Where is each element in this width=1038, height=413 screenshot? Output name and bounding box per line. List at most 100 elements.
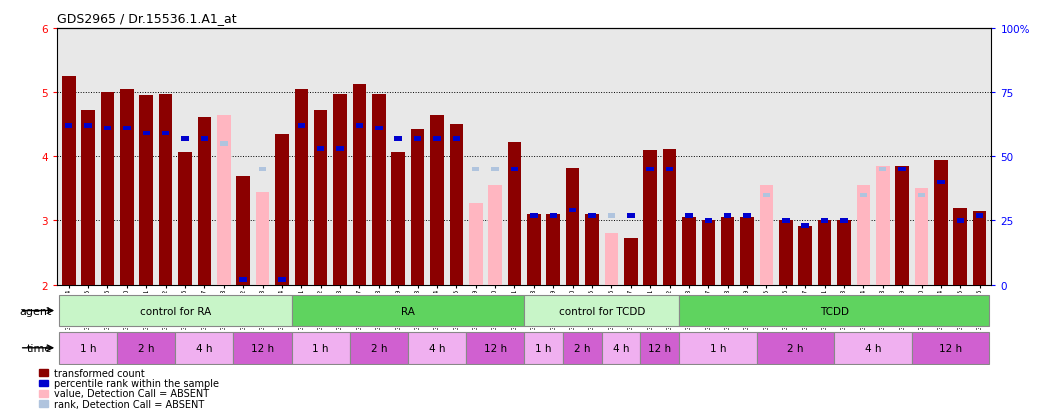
Bar (876, 166, 890, 285)
Text: 1 h: 1 h (710, 343, 727, 353)
Bar (624, 239, 637, 285)
Text: 4 h: 4 h (612, 343, 629, 353)
Bar (197, 117, 211, 285)
Bar (65, 124, 73, 128)
Bar (585, 215, 599, 285)
Bar (298, 124, 305, 128)
Bar (258, 168, 267, 172)
Text: 4 h: 4 h (865, 343, 881, 353)
Text: 1 h: 1 h (536, 343, 552, 353)
Bar (702, 221, 715, 285)
Bar (453, 137, 460, 141)
Bar (602, 332, 640, 364)
Bar (818, 221, 831, 285)
Bar (255, 192, 269, 285)
Text: 1 h: 1 h (80, 343, 97, 353)
Bar (663, 149, 677, 285)
Bar (142, 132, 149, 136)
Bar (721, 218, 735, 285)
Bar (292, 295, 524, 327)
Bar (835, 332, 911, 364)
Text: 12 h: 12 h (939, 343, 962, 353)
Bar (472, 168, 480, 172)
Text: 12 h: 12 h (251, 343, 274, 353)
Bar (39, 390, 48, 396)
Bar (821, 219, 828, 223)
Text: percentile rank within the sample: percentile rank within the sample (55, 378, 219, 388)
Text: agent: agent (20, 306, 52, 316)
Bar (640, 332, 679, 364)
Bar (200, 137, 209, 141)
Bar (627, 214, 634, 218)
Bar (39, 380, 48, 387)
Bar (549, 214, 557, 218)
Text: 2 h: 2 h (138, 343, 155, 353)
Bar (760, 186, 773, 285)
Bar (333, 95, 347, 285)
Bar (488, 186, 502, 285)
Bar (665, 168, 674, 172)
Bar (162, 132, 169, 136)
Bar (838, 221, 851, 285)
Bar (763, 193, 770, 197)
Text: value, Detection Call = ABSENT: value, Detection Call = ABSENT (55, 388, 210, 399)
Bar (524, 332, 563, 364)
Bar (411, 130, 425, 285)
Bar (973, 211, 986, 285)
Bar (120, 90, 134, 285)
Text: control for RA: control for RA (140, 306, 211, 316)
Bar (527, 215, 541, 285)
Bar (801, 224, 809, 228)
Bar (430, 115, 444, 285)
Bar (353, 85, 366, 285)
Bar (856, 186, 870, 285)
Bar (647, 168, 654, 172)
Bar (934, 160, 948, 285)
Bar (117, 332, 175, 364)
Bar (840, 219, 848, 223)
Bar (375, 126, 383, 131)
Bar (798, 226, 812, 285)
Bar (469, 204, 483, 285)
Bar (394, 137, 402, 141)
Bar (275, 135, 289, 285)
Bar (179, 152, 192, 285)
Bar (607, 214, 616, 218)
Bar (780, 221, 793, 285)
Bar (292, 332, 350, 364)
Bar (39, 401, 48, 407)
Bar (682, 218, 695, 285)
Bar (433, 137, 441, 141)
Bar (139, 96, 153, 285)
Text: GDS2965 / Dr.15536.1.A1_at: GDS2965 / Dr.15536.1.A1_at (57, 12, 237, 25)
Bar (604, 234, 619, 285)
Bar (899, 168, 906, 172)
Bar (679, 332, 757, 364)
Bar (372, 95, 385, 285)
Bar (679, 295, 989, 327)
Bar (508, 143, 521, 285)
Text: rank, Detection Call = ABSENT: rank, Detection Call = ABSENT (55, 399, 204, 409)
Bar (39, 369, 48, 376)
Text: RA: RA (401, 306, 415, 316)
Bar (175, 332, 234, 364)
Bar (705, 219, 712, 223)
Bar (918, 193, 925, 197)
Bar (896, 166, 909, 285)
Text: control for TCDD: control for TCDD (558, 306, 645, 316)
Bar (937, 180, 945, 185)
Text: time: time (27, 343, 52, 353)
Bar (491, 168, 499, 172)
Text: 12 h: 12 h (649, 343, 672, 353)
Bar (879, 168, 886, 172)
Bar (101, 93, 114, 285)
Bar (313, 111, 327, 285)
Bar (104, 126, 111, 131)
Bar (563, 332, 602, 364)
Bar (511, 168, 518, 172)
Bar (954, 208, 967, 285)
Bar (524, 295, 679, 327)
Bar (81, 111, 94, 285)
Bar (391, 152, 405, 285)
Bar (546, 215, 561, 285)
